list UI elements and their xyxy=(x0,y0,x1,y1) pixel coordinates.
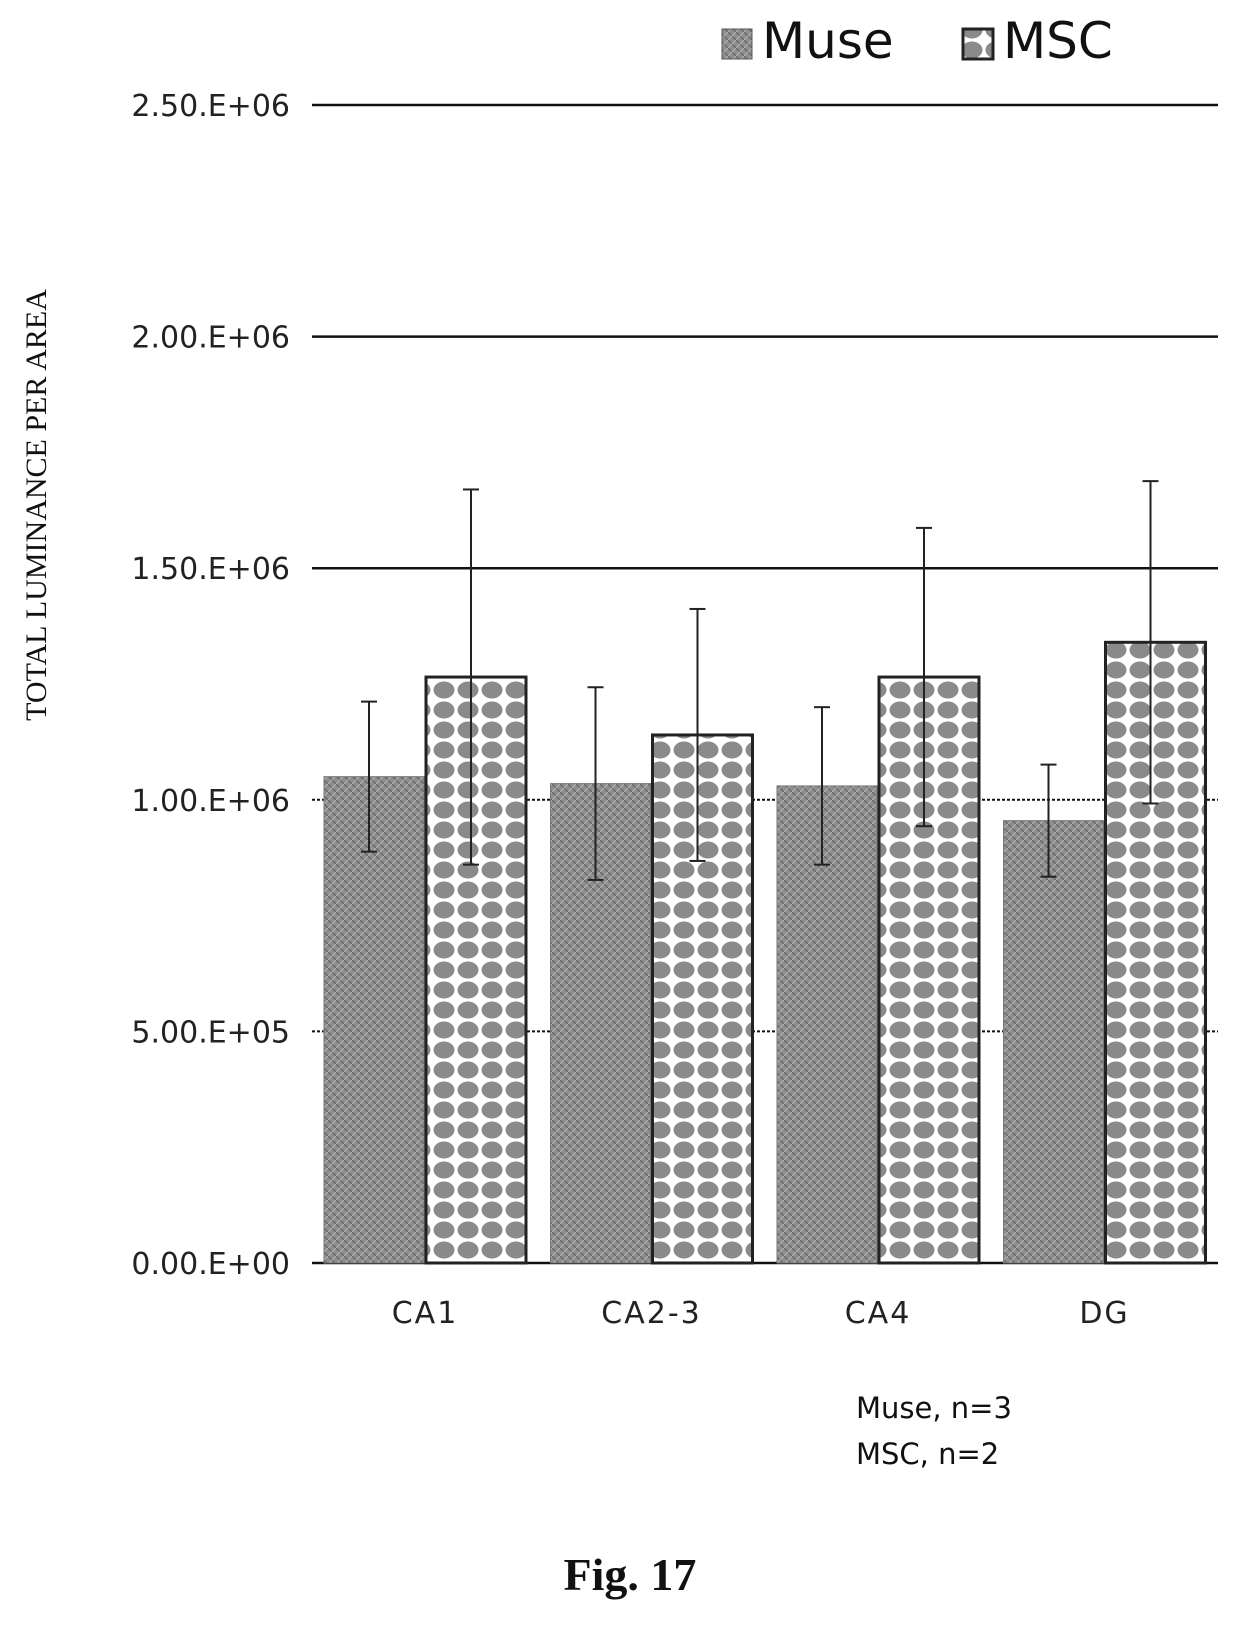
note-line-msc: MSC, n=2 xyxy=(856,1437,999,1471)
bar-msc-dg xyxy=(1104,640,1207,1265)
bar-muse-ca4 xyxy=(776,785,878,1264)
x-category-label: CA4 xyxy=(845,1296,912,1331)
bar-muse-dg xyxy=(1003,820,1104,1264)
error-bars xyxy=(361,480,1159,881)
x-category-label: DG xyxy=(1079,1296,1129,1331)
x-axis-categories: CA1 CA2-3 CA4 DG xyxy=(392,1296,1129,1331)
bar-muse-ca2-3 xyxy=(550,783,651,1264)
legend-swatch-msc xyxy=(961,27,995,61)
y-axis-label: TOTAL LUMINANCE PER AREA xyxy=(20,289,53,721)
bars xyxy=(323,640,1207,1265)
y-tick-label: 1.00.E+06 xyxy=(131,784,290,819)
figure-caption: Fig. 17 xyxy=(564,1549,697,1600)
y-tick-label: 5.00.E+05 xyxy=(131,1015,290,1050)
bar-msc-ca2-3 xyxy=(651,733,754,1265)
x-category-label: CA2-3 xyxy=(601,1296,701,1331)
y-tick-label: 2.00.E+06 xyxy=(131,321,290,356)
bar-msc-ca4 xyxy=(877,675,981,1265)
x-category-label: CA1 xyxy=(392,1296,459,1331)
bar-msc-ca1 xyxy=(424,675,528,1265)
y-tick-label: 1.50.E+06 xyxy=(131,552,290,587)
legend-swatch-muse xyxy=(721,28,753,60)
y-tick-label: 2.50.E+06 xyxy=(131,89,290,124)
legend-label-msc: MSC xyxy=(1003,12,1113,70)
legend-label-muse: Muse xyxy=(762,12,894,70)
sample-size-note: Muse, n=3 MSC, n=2 xyxy=(856,1391,1012,1471)
bar-muse-ca1 xyxy=(323,776,425,1264)
legend: Muse MSC xyxy=(721,12,1113,70)
y-axis-ticks: 0.00.E+00 5.00.E+05 1.00.E+06 1.50.E+06 2.00… xyxy=(131,89,290,1282)
y-tick-label: 0.00.E+00 xyxy=(131,1247,290,1282)
note-line-muse: Muse, n=3 xyxy=(856,1391,1012,1425)
